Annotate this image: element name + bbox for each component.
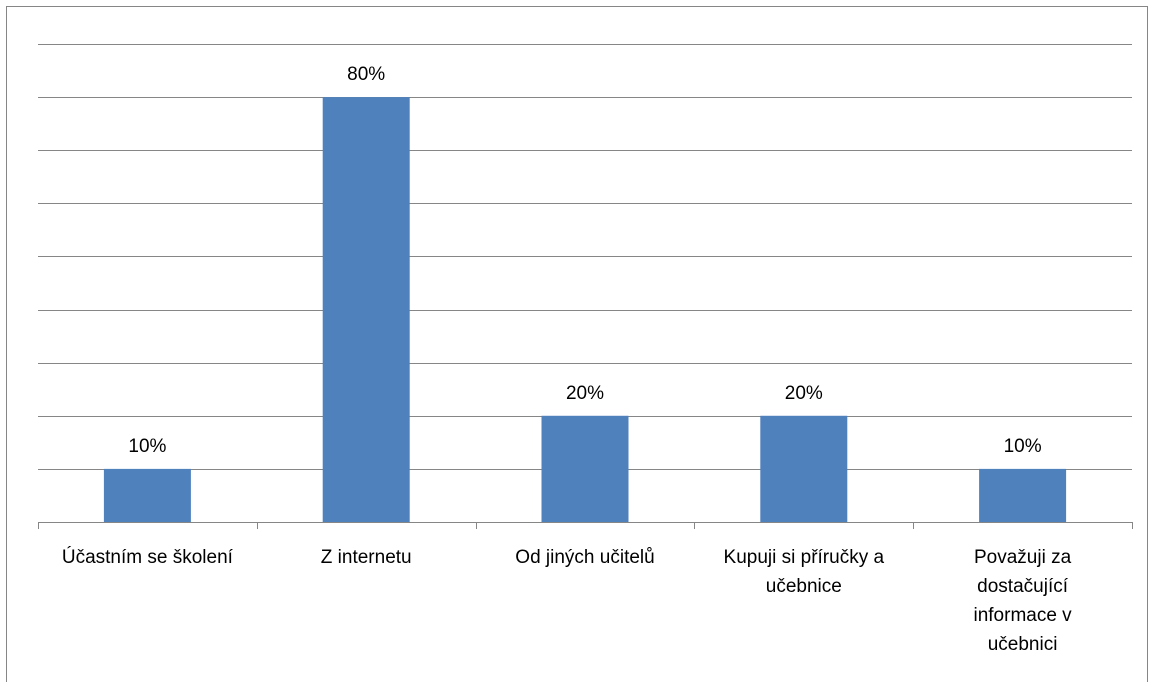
data-label: 20%	[785, 383, 823, 404]
bar	[541, 415, 629, 522]
bar	[979, 468, 1067, 522]
x-tick-label-line: Z internetu	[321, 547, 412, 568]
x-tick-label-line: Od jiných učitelů	[515, 547, 654, 568]
data-label: 10%	[1004, 436, 1042, 457]
x-tick-label-line: informace v	[973, 605, 1072, 626]
bar	[760, 415, 848, 522]
data-label: 20%	[566, 383, 604, 404]
x-tick-label: Považuji za dostačující informace v učebnic…	[973, 547, 1072, 655]
bar	[322, 97, 410, 522]
x-tick-label-line: Kupuji si příručky a	[724, 547, 885, 568]
x-tick-label: Z internetu	[321, 547, 412, 568]
x-tick-label: Účastním se školení	[62, 546, 234, 568]
bar-chart: 10% 80% 20% 20% 10% Účastním se školení Z inte…	[38, 44, 1133, 655]
x-tick-label-line: učebnici	[988, 634, 1058, 655]
x-tick-label-line: učebnice	[766, 576, 842, 597]
bar	[103, 468, 191, 522]
x-tick-label-line: Považuji za	[974, 547, 1072, 568]
x-tick-label-line: Účastním se školení	[62, 546, 234, 568]
x-tick-label: Od jiných učitelů	[515, 547, 654, 568]
data-label: 10%	[128, 436, 166, 457]
x-tick-label: Kupuji si příručky a učebnice	[724, 547, 885, 597]
chart-frame: 10% 80% 20% 20% 10% Účastním se školení Z inte…	[6, 6, 1148, 682]
x-tick-label-line: dostačující	[977, 576, 1069, 597]
data-label: 80%	[347, 64, 385, 85]
